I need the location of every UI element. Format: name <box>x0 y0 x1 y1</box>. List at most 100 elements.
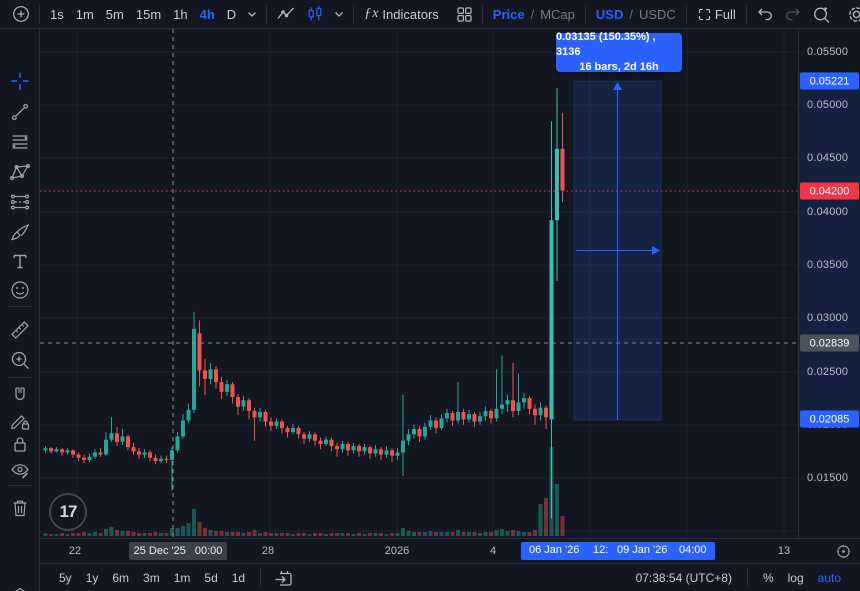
candlestick <box>395 452 400 456</box>
hide-drawings-eye-icon[interactable] <box>9 459 31 481</box>
volume-bar <box>60 533 64 536</box>
candlestick <box>555 148 559 221</box>
line-chart-type-icon[interactable] <box>271 2 301 26</box>
volume-bar <box>500 529 504 536</box>
usd-mode-label[interactable]: USD <box>595 6 624 22</box>
timeframe-button-1m[interactable]: 1m <box>75 6 94 22</box>
remove-drawings-trash-icon[interactable] <box>9 497 31 519</box>
candlestick <box>115 433 119 442</box>
volume-bar <box>258 533 262 536</box>
candlestick <box>153 457 158 461</box>
range-button-1m[interactable]: 1m <box>173 570 191 585</box>
emoji-icon[interactable] <box>9 279 31 301</box>
time-tick-label: 2026 <box>384 545 410 557</box>
candlestick <box>324 439 328 444</box>
forecast-projection-icon[interactable] <box>9 191 31 213</box>
divider <box>8 377 32 378</box>
drawing-mode-lock-icon[interactable] <box>9 410 31 432</box>
go-to-date-calendar-icon[interactable] <box>269 566 298 590</box>
candlestick <box>423 426 427 437</box>
volume-bar <box>43 533 48 536</box>
volume-bar <box>417 532 422 536</box>
timeframe-button-5m[interactable]: 5m <box>105 6 124 22</box>
candlestick <box>527 398 532 409</box>
xabcd-pattern-icon[interactable] <box>9 161 31 183</box>
time-axis[interactable]: 25 Dec '25 00:00 06 Jan '26 12: 09 Jan '26… <box>40 538 860 563</box>
layout-grid-icon[interactable] <box>451 2 478 26</box>
trend-line-icon[interactable] <box>9 101 31 123</box>
redo-icon[interactable] <box>779 2 807 26</box>
fx-icon: ƒx <box>364 6 380 21</box>
chevron-down-icon[interactable] <box>242 2 262 26</box>
auto-scale-button[interactable]: auto <box>817 570 841 585</box>
volume-bar <box>483 532 488 536</box>
candlestick <box>434 420 438 428</box>
brush-icon[interactable] <box>9 221 31 243</box>
volume-bar <box>456 530 460 536</box>
candlestick <box>516 402 521 411</box>
volume-bar <box>230 532 235 536</box>
log-scale-button[interactable]: log <box>787 570 804 585</box>
volume-bar <box>390 533 394 536</box>
candlestick <box>170 450 174 460</box>
magnet-icon[interactable] <box>9 385 31 407</box>
range-button-5d[interactable]: 5d <box>204 570 218 585</box>
settings-gear-icon[interactable] <box>842 2 860 26</box>
crosshair-time-badge: 25 Dec '25 00:00 <box>129 542 227 560</box>
volume-bar <box>247 532 251 536</box>
timeframe-button-4h[interactable]: 4h <box>199 6 215 22</box>
timeframe-button-D[interactable]: D <box>226 6 237 22</box>
price-badge-blue: 0.02085 <box>800 410 859 428</box>
timeframe-button-1s[interactable]: 1s <box>50 6 64 22</box>
tradingview-watermark[interactable]: 17 <box>49 493 87 531</box>
divider <box>8 485 32 486</box>
usd-usdc-toggle[interactable]: USD / USDC <box>590 2 682 26</box>
range-button-6m[interactable]: 6m <box>112 570 130 585</box>
volume-bar <box>131 532 136 536</box>
range-button-1y[interactable]: 1y <box>85 570 99 585</box>
chevron-down-icon[interactable] <box>329 2 349 26</box>
volume-bar <box>544 498 548 536</box>
ruler-measure-icon[interactable] <box>9 319 31 341</box>
indicators-button[interactable]: ƒx Indicators <box>358 2 445 26</box>
measurement-arrowhead-right <box>652 246 660 255</box>
range-button-5y[interactable]: 5y <box>59 570 72 585</box>
volume-bar <box>357 533 361 536</box>
add-circle-icon[interactable] <box>7 2 35 26</box>
time-axis-settings-icon[interactable] <box>836 544 851 559</box>
fullscreen-button[interactable]: Full <box>691 2 742 26</box>
text-tool-icon[interactable] <box>9 250 31 272</box>
zoom-in-icon[interactable] <box>9 349 31 371</box>
candlestick <box>76 454 81 458</box>
price-mode-label[interactable]: Price <box>492 6 525 22</box>
lock-all-drawings-icon[interactable] <box>9 433 31 455</box>
usdc-mode-label[interactable]: USDC <box>638 6 676 22</box>
clock-timezone-button[interactable]: 07:38:54 (UTC+8) <box>635 570 732 585</box>
volume-bar <box>291 534 295 536</box>
timeframe-button-15m[interactable]: 15m <box>135 6 162 22</box>
measurement-axis-highlight <box>799 72 860 427</box>
time-tick-label: 22 <box>68 545 82 557</box>
range-button-3m[interactable]: 3m <box>143 570 160 585</box>
undo-icon[interactable] <box>751 2 779 26</box>
timeframe-button-1h[interactable]: 1h <box>173 6 188 22</box>
quick-search-icon[interactable] <box>807 2 836 26</box>
price-axis[interactable]: 0.05500 0.05000 0.04500 0.04000 0.03500 0.030… <box>798 29 860 538</box>
measurement-arrowhead-up <box>613 82 622 90</box>
candlestick <box>252 410 257 418</box>
crosshair-icon[interactable] <box>9 70 31 92</box>
range-button-1d[interactable]: 1d <box>231 570 246 585</box>
candlestick <box>412 429 416 435</box>
divider <box>745 4 747 24</box>
volume-bar <box>395 533 400 536</box>
chart-pane[interactable]: 17 0.03135 (150.35%) , 3136 16 bars, 2d … <box>40 29 798 538</box>
candlestick <box>142 452 147 455</box>
percent-scale-button[interactable]: % <box>762 570 774 585</box>
candles-chart-type-icon[interactable] <box>301 2 329 26</box>
price-mcap-toggle[interactable]: Price / MCap <box>487 2 581 26</box>
fib-retracement-icon[interactable] <box>9 131 31 153</box>
mcap-mode-label[interactable]: MCap <box>540 6 575 22</box>
divider <box>685 4 687 24</box>
object-tree-layers-icon[interactable] <box>9 585 31 591</box>
time-tick-label: 4 <box>489 545 497 557</box>
